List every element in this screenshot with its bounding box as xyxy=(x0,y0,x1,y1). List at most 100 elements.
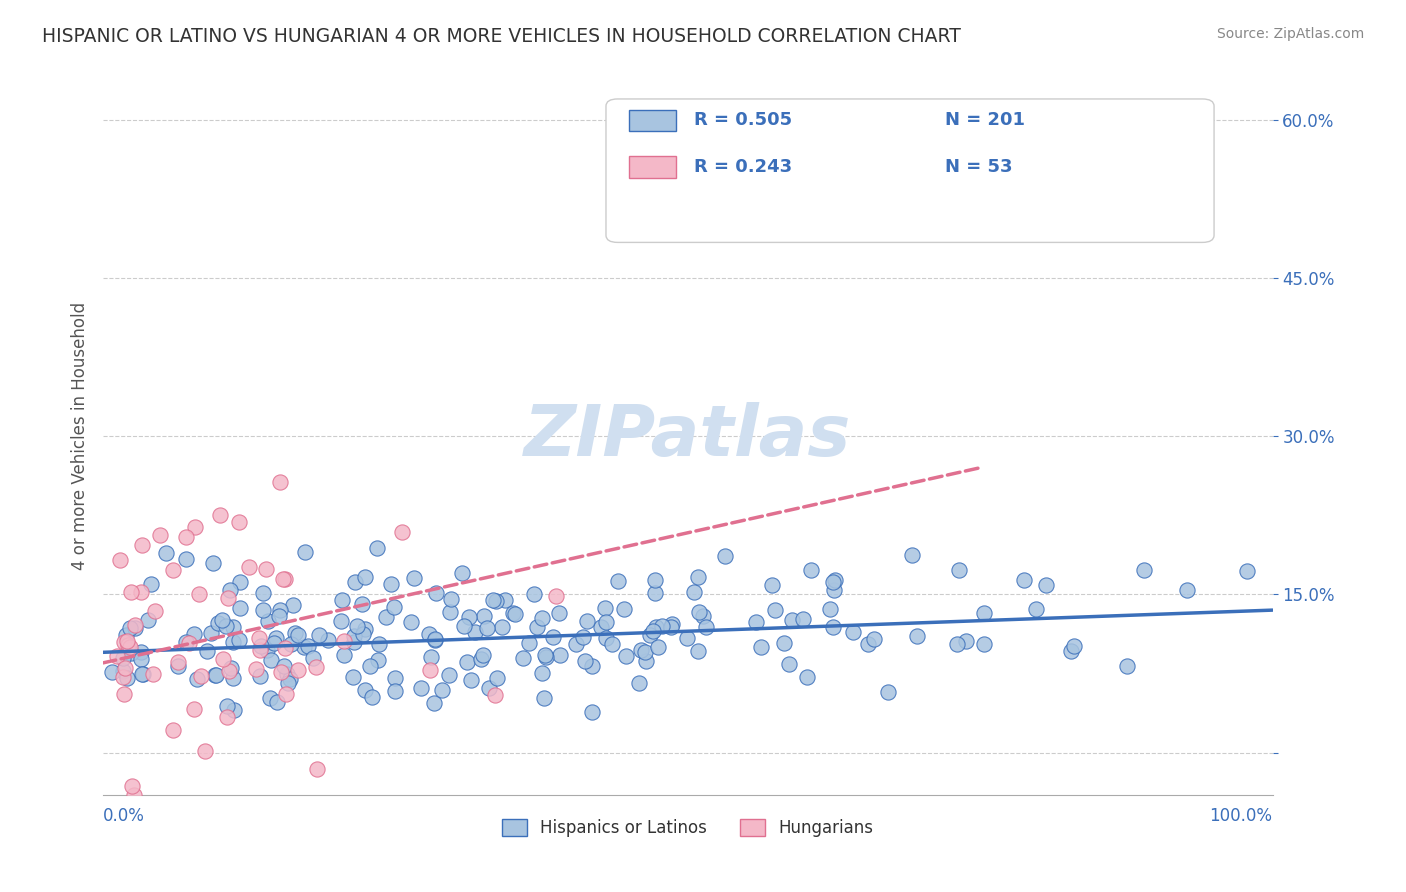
Point xyxy=(634,654,657,668)
Point xyxy=(269,603,291,617)
Point xyxy=(259,691,281,706)
Point xyxy=(1175,583,1198,598)
Point xyxy=(297,639,319,653)
Point xyxy=(221,672,243,686)
Point xyxy=(391,525,413,540)
Point xyxy=(215,709,238,723)
Point xyxy=(354,622,377,636)
Point xyxy=(478,681,501,695)
Point xyxy=(124,621,146,635)
Point xyxy=(526,619,548,633)
Point xyxy=(121,779,143,793)
Point xyxy=(111,651,134,665)
Point xyxy=(945,637,967,651)
Point xyxy=(343,629,366,643)
Point xyxy=(534,650,557,665)
Point xyxy=(824,573,846,587)
Point xyxy=(222,620,245,634)
Point xyxy=(572,630,595,644)
Point xyxy=(330,592,353,607)
Point xyxy=(1063,639,1085,653)
Text: 100.0%: 100.0% xyxy=(1209,807,1272,825)
Point xyxy=(245,662,267,676)
Point xyxy=(948,563,970,577)
Point xyxy=(1060,644,1083,658)
Point xyxy=(316,632,339,647)
Point xyxy=(523,587,546,601)
Point xyxy=(676,631,699,645)
Point xyxy=(219,583,242,598)
Point xyxy=(117,638,139,652)
Point xyxy=(533,690,555,705)
Point xyxy=(564,637,586,651)
Point xyxy=(278,672,301,686)
Text: HISPANIC OR LATINO VS HUNGARIAN 4 OR MORE VEHICLES IN HOUSEHOLD CORRELATION CHAR: HISPANIC OR LATINO VS HUNGARIAN 4 OR MOR… xyxy=(42,27,962,45)
Point xyxy=(955,634,977,648)
Point xyxy=(502,606,524,620)
Point xyxy=(1025,602,1047,616)
Point xyxy=(221,635,243,649)
Point xyxy=(404,571,426,585)
Point xyxy=(131,538,153,552)
Point xyxy=(167,658,190,673)
Point xyxy=(1035,578,1057,592)
Point xyxy=(112,687,135,701)
Text: R = 0.243: R = 0.243 xyxy=(693,158,792,176)
Point xyxy=(686,570,709,584)
Point xyxy=(475,621,498,635)
Point xyxy=(115,627,138,641)
Point xyxy=(301,651,323,665)
Point xyxy=(131,667,153,681)
Point xyxy=(120,620,142,634)
Point xyxy=(765,603,787,617)
Point xyxy=(167,655,190,669)
Point xyxy=(600,637,623,651)
Point xyxy=(541,630,564,644)
Y-axis label: 4 or more Vehicles in Household: 4 or more Vehicles in Household xyxy=(72,302,89,570)
Point xyxy=(129,645,152,659)
Point xyxy=(460,673,482,688)
Point xyxy=(333,648,356,662)
Point xyxy=(115,672,138,686)
Point xyxy=(863,632,886,646)
Point xyxy=(200,625,222,640)
Point xyxy=(101,665,124,679)
Point xyxy=(745,615,768,630)
Point xyxy=(856,637,879,651)
Text: ZIPatlas: ZIPatlas xyxy=(524,401,852,471)
Point xyxy=(276,667,298,681)
Point xyxy=(548,606,571,620)
FancyBboxPatch shape xyxy=(606,99,1213,243)
Point xyxy=(284,625,307,640)
Point xyxy=(367,637,389,651)
Point xyxy=(1115,659,1137,673)
Point xyxy=(162,723,184,738)
Point xyxy=(247,632,270,646)
Point xyxy=(382,600,405,615)
Point xyxy=(267,608,290,623)
Point xyxy=(155,546,177,560)
Point xyxy=(177,636,200,650)
Point xyxy=(205,668,228,682)
Point xyxy=(249,669,271,683)
Point xyxy=(821,575,844,590)
Point xyxy=(796,670,818,684)
Point xyxy=(576,614,599,628)
Bar xyxy=(630,156,676,178)
Point xyxy=(530,611,553,625)
Point xyxy=(120,585,142,599)
Point xyxy=(124,618,146,632)
Point xyxy=(453,618,475,632)
Text: Source: ZipAtlas.com: Source: ZipAtlas.com xyxy=(1216,27,1364,41)
Point xyxy=(105,648,128,663)
Point xyxy=(114,661,136,675)
Point xyxy=(212,652,235,666)
Point xyxy=(183,520,205,534)
Point xyxy=(367,653,389,667)
Point xyxy=(366,541,388,555)
Point xyxy=(409,681,432,695)
Point xyxy=(217,591,239,606)
Point xyxy=(484,688,506,702)
Point xyxy=(346,619,368,633)
Point xyxy=(114,635,136,649)
